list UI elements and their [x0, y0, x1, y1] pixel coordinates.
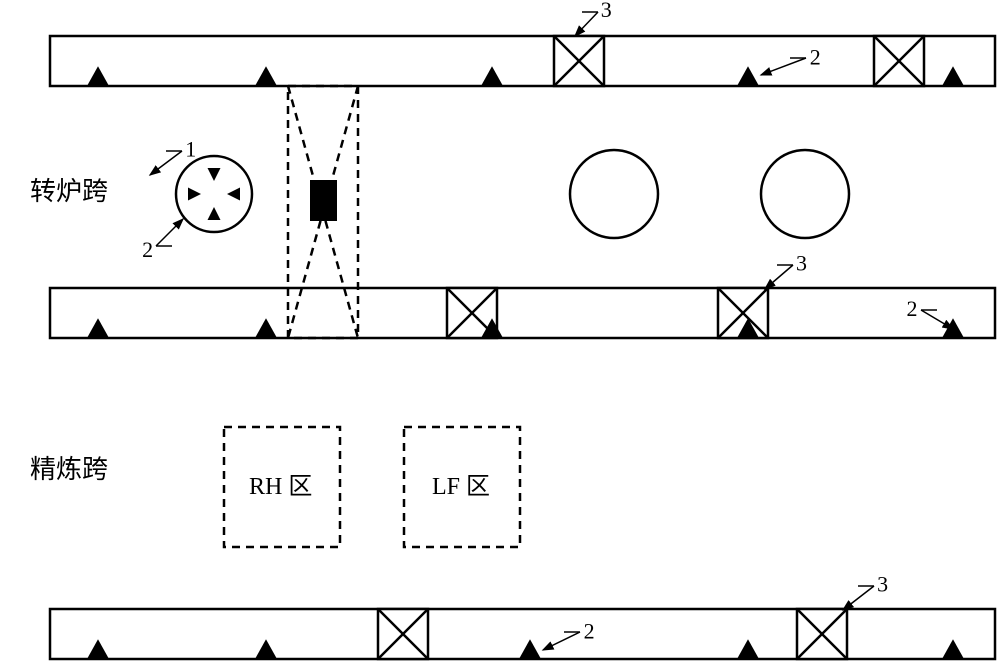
svg-text:2: 2 — [810, 45, 821, 70]
lf-label: LF 区 — [432, 474, 490, 500]
svg-text:2: 2 — [142, 237, 153, 262]
marker-triangle — [481, 66, 503, 86]
leader: 1 — [150, 137, 196, 175]
beam — [50, 36, 995, 86]
dir-marker — [227, 188, 240, 201]
marker-triangle — [255, 639, 277, 659]
x-box — [797, 609, 847, 659]
svg-text:1: 1 — [185, 137, 196, 162]
marker-triangle — [737, 639, 759, 659]
circle-station — [761, 150, 849, 238]
marker-triangle — [87, 66, 109, 86]
marker-triangle — [255, 66, 277, 86]
refining-bay-label: 精炼跨 — [30, 455, 108, 484]
circle-station — [570, 150, 658, 238]
marker-triangle — [942, 318, 964, 338]
inner-solid-rect — [310, 180, 337, 221]
dir-marker — [208, 207, 221, 220]
beam — [50, 609, 995, 659]
marker-triangle — [737, 66, 759, 86]
x-box — [554, 36, 604, 86]
dir-marker — [208, 168, 221, 181]
leader: 3 — [575, 0, 612, 36]
marker-triangle — [519, 639, 541, 659]
leader: 2 — [543, 618, 595, 650]
marker-triangle — [942, 639, 964, 659]
circle-station — [176, 156, 252, 232]
leader: 2 — [907, 296, 953, 329]
svg-text:2: 2 — [584, 618, 595, 643]
leader: 3 — [765, 250, 807, 289]
x-box — [378, 609, 428, 659]
marker-triangle — [942, 66, 964, 86]
rh-label: RH 区 — [249, 474, 312, 500]
svg-text:2: 2 — [907, 296, 918, 321]
layout-diagram: 转炉跨精炼跨 RH 区 LF 区 1 2 2 2 2 3 3 3 — [0, 0, 1000, 672]
svg-text:3: 3 — [796, 250, 807, 275]
leader: 2 — [142, 219, 183, 262]
beam — [50, 288, 995, 338]
marker-triangle — [87, 639, 109, 659]
marker-triangle — [87, 318, 109, 338]
dir-marker — [188, 188, 201, 201]
svg-text:3: 3 — [601, 0, 612, 22]
converter-bay-label: 转炉跨 — [30, 177, 108, 206]
svg-text:3: 3 — [877, 572, 888, 597]
leader: 2 — [761, 45, 821, 75]
leader: 3 — [843, 572, 888, 610]
x-box — [874, 36, 924, 86]
marker-triangle — [255, 318, 277, 338]
